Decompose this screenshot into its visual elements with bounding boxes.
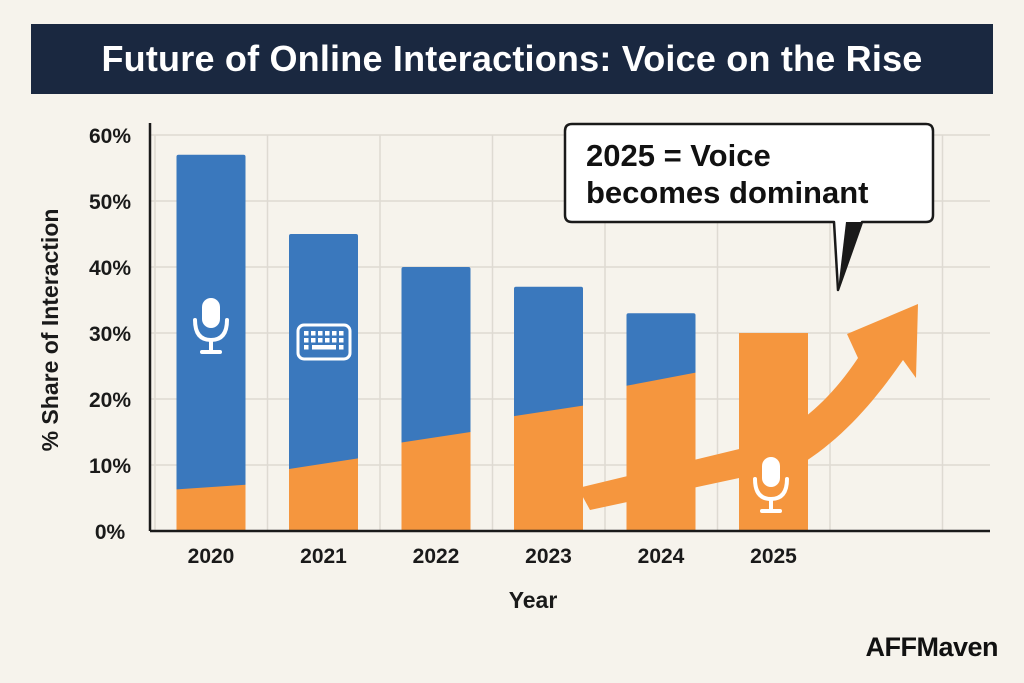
y-tick-label: 10%: [89, 455, 131, 478]
x-tick-label: 2023: [525, 545, 572, 568]
x-tick-label: 2022: [413, 545, 460, 568]
chart-title-bar: Future of Online Interactions: Voice on …: [31, 24, 993, 94]
axes: [148, 123, 990, 533]
keyboard-icon: [296, 323, 352, 361]
x-tick-label: 2020: [188, 545, 235, 568]
trend-arrow-shape: [578, 304, 918, 510]
microphone-icon: [753, 457, 789, 513]
chart-title: Future of Online Interactions: Voice on …: [101, 38, 923, 79]
y-tick-label: 0%: [95, 521, 126, 544]
callout-pointer: [838, 222, 862, 290]
bar-2024-orange: [626, 372, 696, 531]
y-tick-label: 50%: [89, 191, 131, 214]
y-tick-label: 40%: [89, 257, 131, 280]
bar-2020-orange: [176, 484, 246, 531]
x-tick-label: 2021: [300, 545, 347, 568]
tick-labels: 0% 10% 20% 30% 40% 50% 60% 2020 2021 2022 2023 2024…: [89, 125, 797, 568]
y-tick-label: 60%: [89, 125, 131, 148]
x-tick-label: 2025: [750, 545, 797, 568]
y-tick-label: 20%: [89, 389, 131, 412]
y-tick-label: 30%: [89, 323, 131, 346]
icons: [193, 298, 789, 513]
grid: [150, 134, 990, 531]
callout-text-line: 2025 = Voice: [586, 138, 771, 173]
x-axis-label: Year: [509, 587, 558, 613]
trend-arrow: [578, 304, 918, 510]
bar-2021-orange: [289, 458, 358, 531]
y-axis-label: % Share of Interaction: [37, 209, 63, 452]
microphone-icon: [193, 298, 229, 354]
bar-2022-orange: [401, 432, 471, 531]
x-tick-label: 2024: [638, 545, 685, 568]
bar-2021-blue: [289, 234, 358, 531]
bar-2023-orange: [514, 405, 583, 531]
brand-watermark: AFFMaven: [865, 632, 998, 662]
callout-text-line: becomes dominant: [586, 175, 869, 210]
